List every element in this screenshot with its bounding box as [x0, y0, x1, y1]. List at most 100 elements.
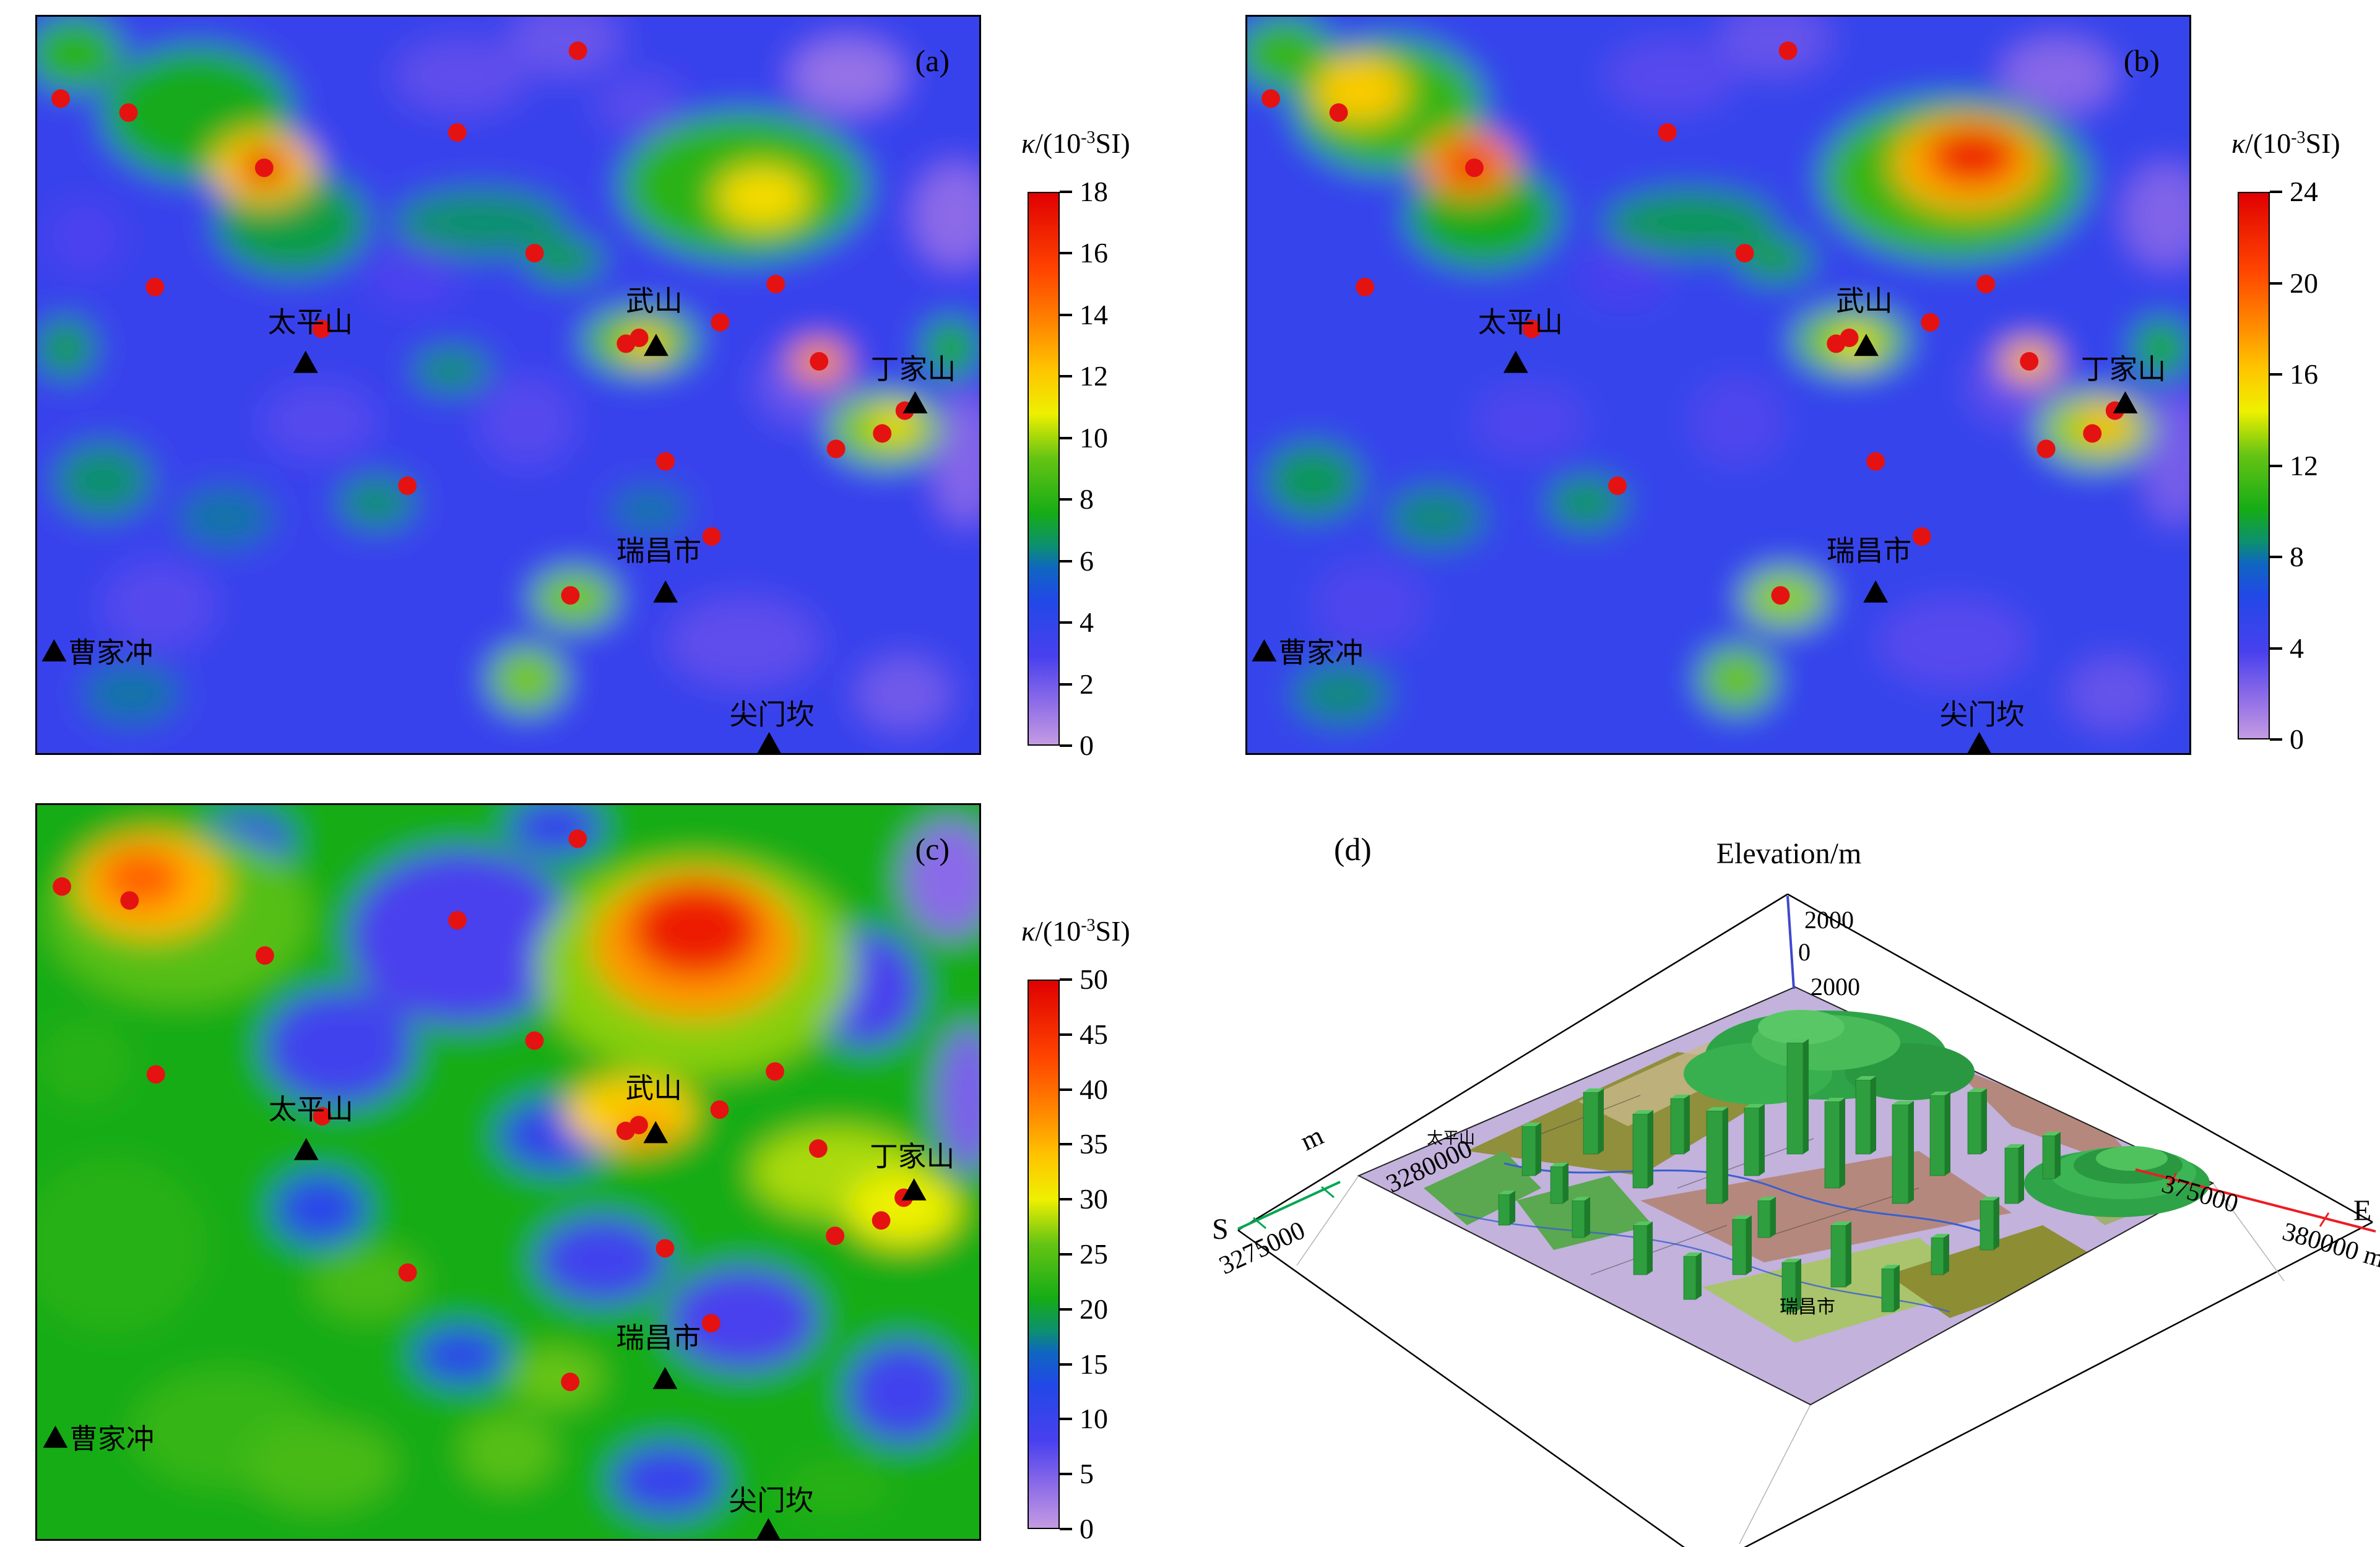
tick-dash-icon [1060, 191, 1072, 193]
tick-value: 40 [1080, 1073, 1108, 1105]
place-label: 丁家山 [2081, 353, 2166, 385]
panel-b-label: (b) [2123, 43, 2160, 78]
south-axis-ticks [1253, 1186, 1335, 1230]
survey-stations [51, 41, 914, 605]
susceptibility-field [37, 805, 979, 1539]
tick-value: 12 [1080, 360, 1108, 392]
tick-dash-icon [1060, 1143, 1072, 1146]
survey-point-dot [1522, 319, 1541, 338]
triangle-marker-icon [757, 731, 781, 753]
colorbar-tick: 10 [1060, 1403, 1108, 1434]
map-place-label: 太平山 [1427, 1129, 1475, 1147]
colorbar-c: κ/(10-3SI) 50 45 40 35 30 25 20 15 10 5 0 [1021, 915, 1232, 1547]
survey-point-dot [51, 89, 70, 108]
tick-value: 8 [2290, 541, 2304, 572]
tick-value: 20 [1080, 1293, 1108, 1325]
survey-point-dot [656, 1239, 675, 1258]
tick-dash-icon [1060, 1033, 1072, 1036]
tick-value: 15 [1080, 1348, 1108, 1380]
triangle-marker-icon [644, 334, 669, 356]
colorbar-tick: 4 [1060, 607, 1094, 638]
place-label: 丁家山 [870, 1141, 954, 1173]
colorbar-tick: 4 [2270, 633, 2304, 664]
elevation-tick-bottom: 2000 [1811, 973, 1860, 1001]
triangle-marker-icon [902, 391, 928, 414]
tick-value: 20 [2290, 267, 2318, 299]
survey-point-dot [1976, 275, 1996, 294]
colorbar-tick: 45 [1060, 1019, 1108, 1050]
colorbar-tick: 12 [2270, 450, 2318, 481]
tick-dash-icon [1060, 1418, 1072, 1421]
colorbar-gradient [1028, 980, 1060, 1529]
survey-point-dot [710, 1100, 729, 1119]
east-axis [2135, 1168, 2376, 1233]
colorbar-tick: 0 [1060, 730, 1094, 761]
survey-point-dot [568, 829, 587, 848]
triangle-marker-icon [293, 1137, 319, 1160]
survey-point-dot [120, 891, 139, 910]
terrain-highland [1684, 1010, 1975, 1105]
colorbar-tick: 14 [1060, 299, 1108, 330]
panel-d-label: (d) [1334, 832, 1372, 868]
tick-value: 8 [1080, 483, 1094, 515]
colorbar-tick: 6 [1060, 546, 1094, 577]
tick-dash-icon [2270, 556, 2282, 558]
tick-dash-icon [2270, 282, 2282, 285]
survey-point-dot [1778, 41, 1798, 60]
survey-point-dot [826, 1226, 845, 1246]
survey-point-dot [1658, 123, 1677, 142]
tick-dash-icon [1060, 1198, 1072, 1201]
map-outline [1357, 986, 2215, 1406]
tick-dash-icon [2270, 191, 2282, 193]
tick-dash-icon [1060, 683, 1072, 686]
tick-value: 4 [2290, 632, 2304, 664]
survey-point-dot [2020, 352, 2039, 371]
survey-point-dot [630, 1116, 648, 1134]
elevation-tick-mid: 0 [1798, 938, 1811, 966]
triangle-marker-icon [1252, 639, 1277, 661]
tick-value: 0 [2290, 723, 2304, 755]
colorbar-tick: 0 [1060, 1514, 1094, 1545]
tick-value: 5 [1080, 1458, 1094, 1490]
survey-point-dot [1329, 103, 1348, 122]
tick-dash-icon [2270, 373, 2282, 376]
tick-value: 12 [2290, 449, 2318, 481]
heatmap-b-map: 太平山 武山 丁家山 瑞昌市 曹家冲 尖门坎 [1247, 17, 2189, 753]
tick-value: 18 [1080, 176, 1108, 207]
tick-dash-icon [1060, 978, 1072, 981]
triangle-marker-icon [2113, 391, 2138, 414]
colorbar-tick: 2 [1060, 669, 1094, 700]
triangle-marker-icon [1854, 334, 1879, 356]
survey-point-dot [701, 1314, 720, 1333]
colorbar-tick: 40 [1060, 1074, 1108, 1105]
survey-point-dot [448, 911, 467, 930]
tick-value: 50 [1080, 963, 1108, 995]
frame-guides [1296, 1175, 2285, 1545]
colorbar-title: κ/(10-3SI) [1021, 127, 1130, 159]
colorbar-tick: 15 [1060, 1349, 1108, 1380]
tick-dash-icon [1060, 621, 1072, 624]
colorbar-tick: 8 [1060, 484, 1094, 515]
heatmap-a-map: 太平山 武山 丁家山 瑞昌市 曹家冲 尖门坎 [37, 17, 979, 753]
tick-value: 10 [1080, 1403, 1108, 1435]
south-axis-unit: m [1296, 1120, 1328, 1157]
place-label: 武山 [626, 285, 683, 317]
tick-value: 16 [2290, 358, 2318, 390]
place-label: 曹家冲 [68, 637, 153, 668]
survey-point-dot [711, 312, 730, 332]
panel-c: 太平山 武山 丁家山 瑞昌市 曹家冲 尖门坎 (c) [35, 803, 981, 1541]
colorbar-tick: 50 [1060, 964, 1108, 995]
survey-point-dot [256, 946, 274, 965]
panel-a: 太平山 武山 丁家山 瑞昌市 曹家冲 尖门坎 (a) [35, 15, 981, 755]
place-label: 太平山 [1478, 306, 1563, 338]
colorbar-title: κ/(10-3SI) [2231, 127, 2340, 159]
colorbar-tick: 25 [1060, 1239, 1108, 1270]
panel-b: 太平山 武山 丁家山 瑞昌市 曹家冲 尖门坎 (b) [1245, 15, 2191, 755]
east-axis-ticks [2166, 1173, 2330, 1227]
tick-dash-icon [1060, 498, 1072, 501]
place-label: 瑞昌市 [617, 535, 701, 567]
